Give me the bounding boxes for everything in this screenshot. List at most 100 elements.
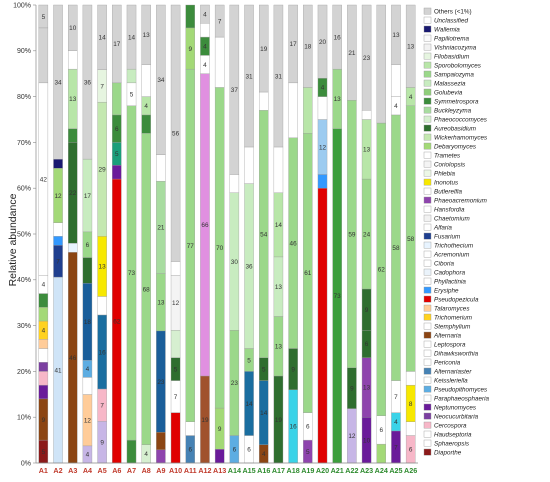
segment-value-label: 12 — [172, 300, 180, 307]
legend-label: Filobasidium — [434, 54, 469, 61]
segment-value-label: 13 — [143, 32, 151, 39]
segment-value-label: 5 — [306, 449, 310, 456]
segment-value-label: 9 — [365, 307, 369, 314]
legend-entry: Alternariaster — [423, 367, 472, 376]
legend-label: Phyllactinia — [434, 279, 466, 286]
segment-value-label: 41 — [54, 367, 62, 374]
segment-value-label: 7 — [56, 259, 60, 266]
bar-segment — [361, 4, 372, 111]
legend: Others (<1%) Unclassified Wallemia Papiliot… — [423, 7, 489, 457]
segment-value-label: 6 — [409, 447, 413, 454]
legend-entry: Cercospora — [423, 421, 467, 430]
legend-label: Alternariaster — [433, 369, 472, 376]
bar-segment — [288, 4, 298, 84]
bar-segment — [38, 307, 49, 322]
bar-segment — [391, 4, 401, 65]
bar-segment — [53, 236, 63, 246]
legend-entry: Sporobolomyces — [423, 61, 482, 70]
segment-value-label: 4 — [394, 419, 398, 426]
bar-segment — [214, 4, 225, 38]
segment-value-label: 23 — [363, 55, 371, 62]
segment-value-label: 73 — [334, 293, 342, 300]
segment-value-label: 16 — [334, 34, 342, 41]
legend-entry: Cadophora — [423, 268, 466, 277]
bar-segment — [68, 50, 78, 70]
bar-A9: 23 13 21 34 — [156, 4, 166, 464]
segment-value-label: 14 — [245, 401, 253, 408]
segment-value-label: 16 — [99, 349, 107, 356]
legend-swatch — [423, 151, 432, 159]
segment-value-label: 19 — [275, 417, 283, 424]
legend-label: Diaporthe — [434, 450, 462, 457]
segment-value-label: 5 — [115, 151, 119, 158]
bar-segment — [200, 4, 210, 24]
segment-value-label: 6 — [188, 447, 192, 454]
bar-segment — [141, 4, 151, 65]
bar-segment — [405, 421, 416, 436]
legend-label: Alternaria — [433, 333, 461, 340]
bar-segment — [141, 114, 151, 134]
bar-segment — [82, 4, 93, 160]
legend-label: Wickerhamomyces — [434, 135, 488, 142]
legend-label: Butlerelfia — [434, 189, 462, 196]
bar-A24: 6 62 — [376, 4, 386, 464]
y-tick-label: 90% — [17, 48, 31, 55]
segment-value-label: 5 — [42, 449, 46, 456]
segment-value-label: 62 — [378, 267, 386, 274]
segment-value-label: 20 — [319, 39, 327, 46]
segment-value-label: 4 — [144, 451, 148, 458]
legend-swatch — [423, 385, 432, 393]
segment-value-label: 13 — [334, 96, 342, 103]
legend-swatch — [423, 403, 432, 411]
bar-segment — [170, 261, 181, 276]
legend-label: Haudseptoria — [434, 432, 472, 439]
legend-label: Cercospora — [434, 423, 467, 430]
bar-segment — [38, 27, 49, 84]
legend-swatch — [423, 142, 432, 150]
segment-value-label: 4 — [86, 366, 90, 373]
legend-label: Wallemia — [434, 27, 460, 34]
legend-swatch — [423, 367, 432, 375]
bar-A21: 73 13 16 — [332, 4, 342, 464]
bar-segment — [214, 449, 225, 464]
segment-value-label: 7 — [218, 18, 222, 25]
legend-entry: Phaeoacremonium — [423, 196, 487, 205]
legend-swatch — [423, 115, 432, 123]
legend-label: Cadophora — [434, 270, 466, 277]
x-tick-label: A14 — [228, 466, 241, 475]
segment-value-label: 12 — [348, 433, 356, 440]
legend-entry: Pseudopithomyces — [423, 385, 488, 394]
legend-entry: Wickerhamomyces — [423, 133, 488, 142]
segment-value-label: 58 — [392, 245, 400, 252]
legend-swatch — [423, 223, 432, 231]
legend-label: Sphaeropsis — [434, 441, 470, 448]
bar-segment — [200, 23, 210, 38]
bar-segment — [38, 371, 49, 386]
legend-swatch — [423, 241, 432, 249]
bar-segment — [53, 159, 63, 169]
segment-value-label: 18 — [304, 44, 312, 51]
legend-entry: Hansfordia — [423, 205, 465, 214]
legend-label: Stemphylium — [434, 324, 470, 331]
y-tick-label: 10% — [17, 415, 31, 422]
y-tick-label: 80% — [17, 94, 31, 101]
legend-swatch — [423, 286, 432, 294]
x-tick-label: A13 — [213, 466, 226, 475]
legend-swatch — [423, 448, 432, 456]
legend-entry: Aureobasidium — [423, 124, 476, 133]
legend-label: Alfaria — [433, 225, 452, 232]
bar-segment — [38, 339, 49, 349]
segment-value-label: 4 — [42, 282, 46, 289]
bar-segment — [376, 4, 386, 124]
bar-segment — [317, 174, 328, 189]
legend-label: Sporobolomyces — [434, 63, 482, 70]
segment-value-label: 7 — [174, 394, 178, 401]
legend-swatch — [423, 34, 432, 42]
legend-label: Neptunomyces — [434, 405, 477, 412]
bar-segment — [82, 257, 93, 284]
segment-value-label: 42 — [40, 176, 48, 183]
bar-A22: 12 9 59 21 — [347, 4, 357, 464]
segment-value-label: 12 — [319, 144, 327, 151]
legend-entry: Neocucurbitaria — [423, 412, 479, 421]
